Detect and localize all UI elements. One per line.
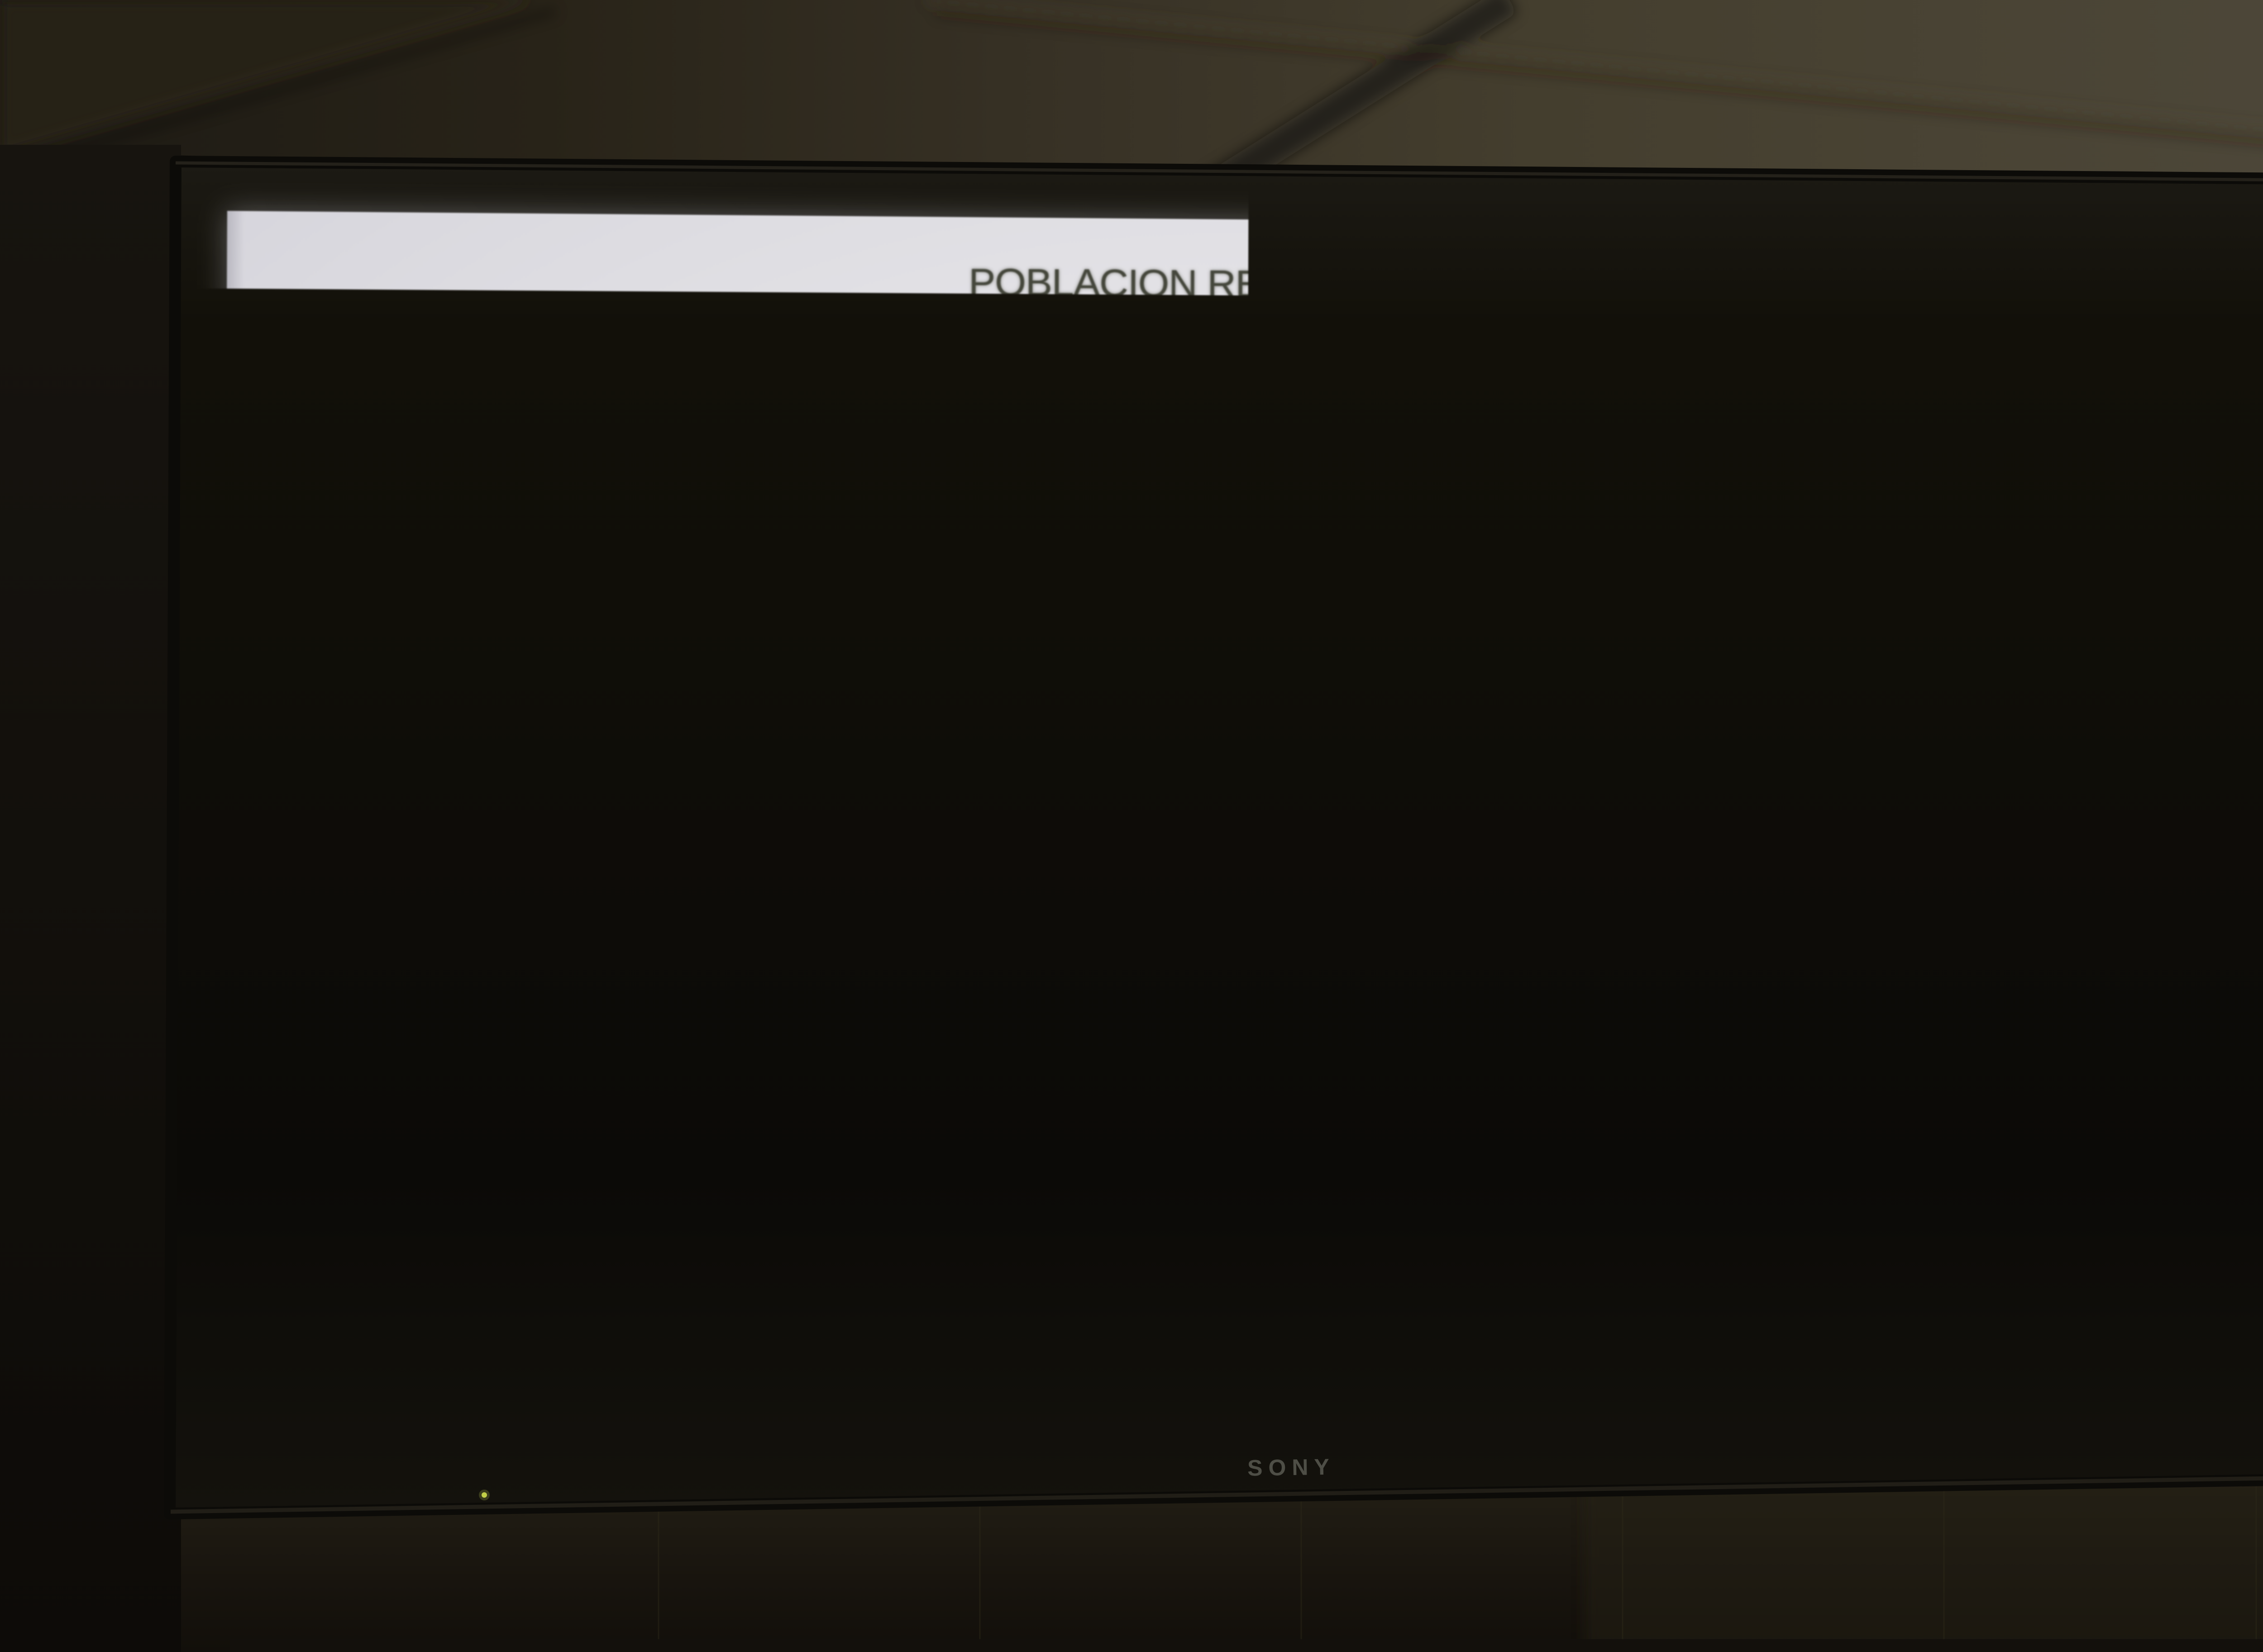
svg-text:SONY: SONY [1247,1454,1336,1481]
